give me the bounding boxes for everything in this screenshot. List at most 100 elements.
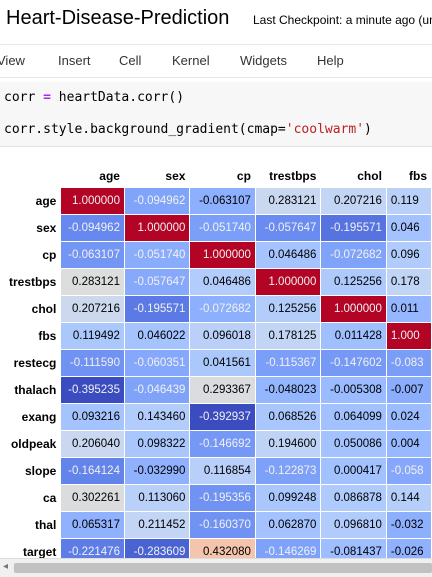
correlation-cell: 1.000000 (321, 296, 386, 322)
correlation-cell: -0.221476 (61, 539, 124, 558)
correlation-cell: -0.115367 (255, 350, 321, 376)
scrollbar-thumb[interactable] (14, 563, 432, 573)
correlation-cell: -0.063107 (190, 188, 255, 214)
correlation-cell: -0.195571 (124, 296, 190, 322)
correlation-cell: -0.057647 (255, 215, 321, 241)
cell-output: age sex cp trestbps chol fbs age 1.000000… (0, 146, 432, 558)
correlation-cell: 0.046 (386, 215, 431, 241)
correlation-cell: -0.032990 (124, 458, 190, 484)
menu-widgets[interactable]: Widgets (240, 53, 287, 68)
correlation-cell: 0.046022 (124, 323, 190, 349)
correlation-cell: 0.086878 (321, 485, 386, 511)
correlation-cell: 0.119 (386, 188, 431, 214)
row-header: ca (1, 485, 61, 511)
correlation-cell: -0.051740 (124, 242, 190, 268)
row-header: thal (1, 512, 61, 538)
checkpoint-status: Last Checkpoint: a minute ago (uns (253, 13, 432, 27)
code-close: ) (364, 122, 372, 137)
table-row: age 1.000000 -0.094962 -0.063107 0.283121 0.2… (1, 188, 431, 214)
code-line-2[interactable]: corr.style.background_gradient(cmap='coo… (4, 122, 372, 137)
correlation-cell: -0.063107 (61, 242, 124, 268)
correlation-cell: 0.125256 (255, 296, 321, 322)
correlation-cell: -0.094962 (61, 215, 124, 241)
correlation-cell: 0.178 (386, 269, 431, 295)
horizontal-scrollbar[interactable]: ◂ (0, 558, 432, 577)
column-header: age (99, 169, 120, 183)
table-row: restecg -0.111590 -0.060351 0.041561 -0.1153… (1, 350, 431, 376)
row-header: thalach (1, 377, 61, 403)
correlation-cell: 0.011428 (321, 323, 386, 349)
correlation-table: age sex cp trestbps chol fbs age 1.000000… (0, 164, 432, 558)
correlation-cell: -0.072682 (190, 296, 255, 322)
correlation-cell: 0.113060 (124, 485, 190, 511)
correlation-cell: -0.051740 (190, 215, 255, 241)
row-header: slope (1, 458, 61, 484)
correlation-cell: -0.146269 (255, 539, 321, 558)
table-row: cp -0.063107 -0.051740 1.000000 0.046486 -0.0… (1, 242, 431, 268)
correlation-cell: 0.194600 (255, 431, 321, 457)
correlation-cell: 0.024 (386, 404, 431, 430)
correlation-cell: 0.302261 (61, 485, 124, 511)
correlation-cell: -0.195356 (190, 485, 255, 511)
table-row: slope -0.164124 -0.032990 0.116854 -0.122873… (1, 458, 431, 484)
correlation-cell: -0.160370 (190, 512, 255, 538)
correlation-cell: 0.099248 (255, 485, 321, 511)
menu-bar: View Insert Cell Kernel Widgets Help (0, 44, 432, 78)
correlation-cell: -0.005308 (321, 377, 386, 403)
correlation-cell: 0.041561 (190, 350, 255, 376)
correlation-cell: 0.000417 (321, 458, 386, 484)
table-row: fbs 0.119492 0.046022 0.096018 0.178125 0.011… (1, 323, 431, 349)
code-string: 'coolwarm' (285, 122, 365, 137)
row-header: trestbps (1, 269, 61, 295)
correlation-cell: -0.195571 (321, 215, 386, 241)
table-row: thal 0.065317 0.211452 -0.160370 0.062870 0.0… (1, 512, 431, 538)
row-header: oldpeak (1, 431, 61, 457)
correlation-cell: -0.147602 (321, 350, 386, 376)
correlation-cell: 0.011 (386, 296, 431, 322)
correlation-cell: 1.000000 (61, 188, 124, 214)
scroll-left-arrow-icon[interactable]: ◂ (3, 561, 9, 572)
correlation-cell: 0.064099 (321, 404, 386, 430)
table-row: trestbps 0.283121 -0.057647 0.046486 1.00000… (1, 269, 431, 295)
correlation-cell: 0.143460 (124, 404, 190, 430)
correlation-cell: 0.178125 (255, 323, 321, 349)
correlation-cell: 0.293367 (190, 377, 255, 403)
menu-view[interactable]: View (0, 53, 25, 68)
correlation-cell: 0.432080 (190, 539, 255, 558)
correlation-cell: -0.146692 (190, 431, 255, 457)
correlation-cell: -0.048023 (255, 377, 321, 403)
correlation-cell: -0.392937 (190, 404, 255, 430)
correlation-cell: 0.207216 (321, 188, 386, 214)
correlation-cell: -0.111590 (61, 350, 124, 376)
menu-kernel[interactable]: Kernel (172, 53, 210, 68)
correlation-cell: 0.093216 (61, 404, 124, 430)
corner-cell (1, 165, 60, 187)
row-header: exang (1, 404, 61, 430)
correlation-cell: -0.057647 (124, 269, 190, 295)
correlation-cell: -0.164124 (61, 458, 124, 484)
correlation-cell: -0.058 (386, 458, 431, 484)
menu-help[interactable]: Help (317, 53, 344, 68)
menu-insert[interactable]: Insert (58, 53, 91, 68)
code-operator: = (43, 90, 51, 105)
table-row: chol 0.207216 -0.195571 -0.072682 0.125256 1.… (1, 296, 431, 322)
correlation-cell: 1.000000 (124, 215, 190, 241)
correlation-cell: 0.096018 (190, 323, 255, 349)
row-header: sex (1, 215, 61, 241)
correlation-cell: 0.068526 (255, 404, 321, 430)
code-call: corr.style.background_gradient(cmap= (4, 122, 286, 137)
correlation-cell: 0.283121 (255, 188, 321, 214)
correlation-cell: 0.046486 (190, 269, 255, 295)
correlation-cell: 0.098322 (124, 431, 190, 457)
code-line-1[interactable]: corr = heartData.corr() (4, 90, 184, 105)
correlation-cell: -0.007 (386, 377, 431, 403)
table-row: oldpeak 0.206040 0.098322 -0.146692 0.194600… (1, 431, 431, 457)
code-cell[interactable]: corr = heartData.corr() corr.style.backg… (0, 82, 432, 147)
correlation-cell: -0.395235 (61, 377, 124, 403)
notebook-title[interactable]: Heart-Disease-Prediction (6, 7, 230, 29)
correlation-cell: -0.026 (386, 539, 431, 558)
correlation-cell: 1.000000 (255, 269, 321, 295)
menu-cell[interactable]: Cell (119, 53, 142, 68)
correlation-cell: 0.283121 (61, 269, 124, 295)
row-header: fbs (1, 323, 61, 349)
